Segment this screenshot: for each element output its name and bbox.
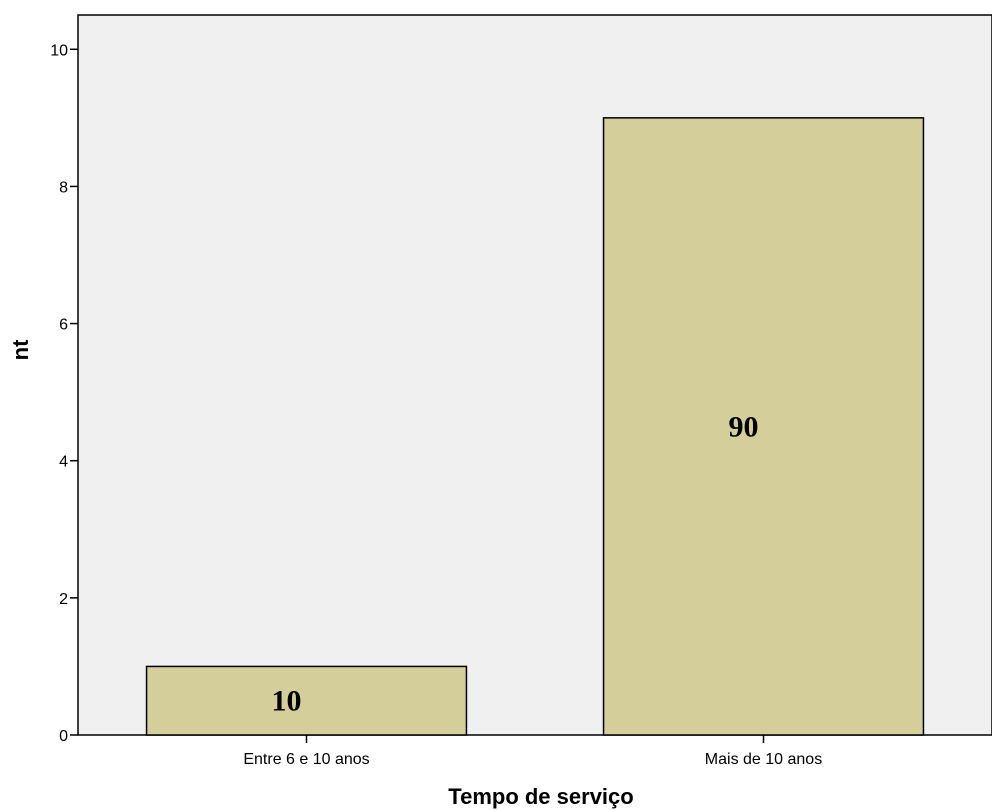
data-label-2: 90 xyxy=(729,410,759,443)
y-tick-label-4: 4 xyxy=(59,454,68,471)
y-tick-label-2: 2 xyxy=(59,591,68,608)
y-axis: 0 2 4 6 8 10 xyxy=(50,42,78,745)
bar-2 xyxy=(602,117,925,736)
y-tick-label-10: 10 xyxy=(50,42,68,59)
data-labels: 10 90 xyxy=(272,410,759,717)
x-tick-label-2: Mais de 10 anos xyxy=(705,751,822,768)
bar-1 xyxy=(145,665,468,736)
y-tick-label-0: 0 xyxy=(59,728,68,745)
data-label-1: 10 xyxy=(272,685,302,718)
x-axis-title: Tempo de serviço xyxy=(448,784,633,809)
x-tick-label-1: Entre 6 e 10 anos xyxy=(243,751,369,768)
x-axis: Entre 6 e 10 anos Mais de 10 anos xyxy=(243,735,822,768)
y-axis-title: nt xyxy=(8,339,33,360)
y-tick-label-6: 6 xyxy=(59,317,68,334)
y-tick-label-8: 8 xyxy=(59,179,68,196)
